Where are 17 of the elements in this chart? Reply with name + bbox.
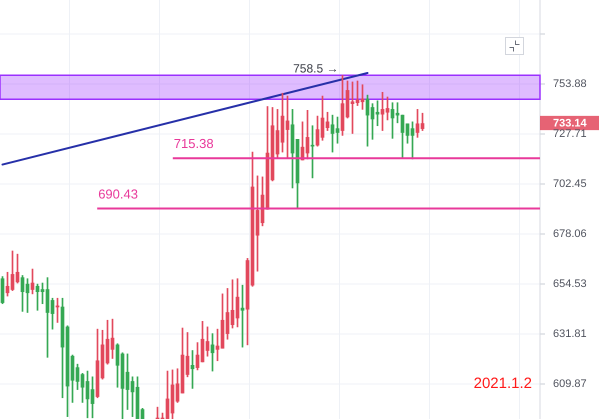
y-tick-label: 654.53	[553, 278, 587, 290]
y-tick-label: 733.14	[553, 118, 588, 130]
candlestick	[56, 298, 60, 323]
y-tick-label: 753.88	[553, 78, 587, 90]
y-tick-label: 609.87	[553, 378, 587, 390]
y-tick-label: 702.45	[553, 178, 587, 190]
y-tick-label: 678.06	[553, 228, 587, 240]
y-tick-label: 727.71	[553, 128, 587, 140]
candlestick	[240, 284, 244, 348]
candlestick	[310, 125, 314, 178]
ref-line-label: 715.38	[174, 136, 214, 152]
ref-line-label: 690.43	[98, 186, 138, 202]
candlestick	[190, 350, 194, 389]
candlestick	[210, 333, 214, 372]
annotation: 2021.1.2	[474, 375, 532, 392]
y-tick-label: 631.81	[553, 328, 587, 340]
annotation: 758.5 →	[293, 62, 338, 76]
